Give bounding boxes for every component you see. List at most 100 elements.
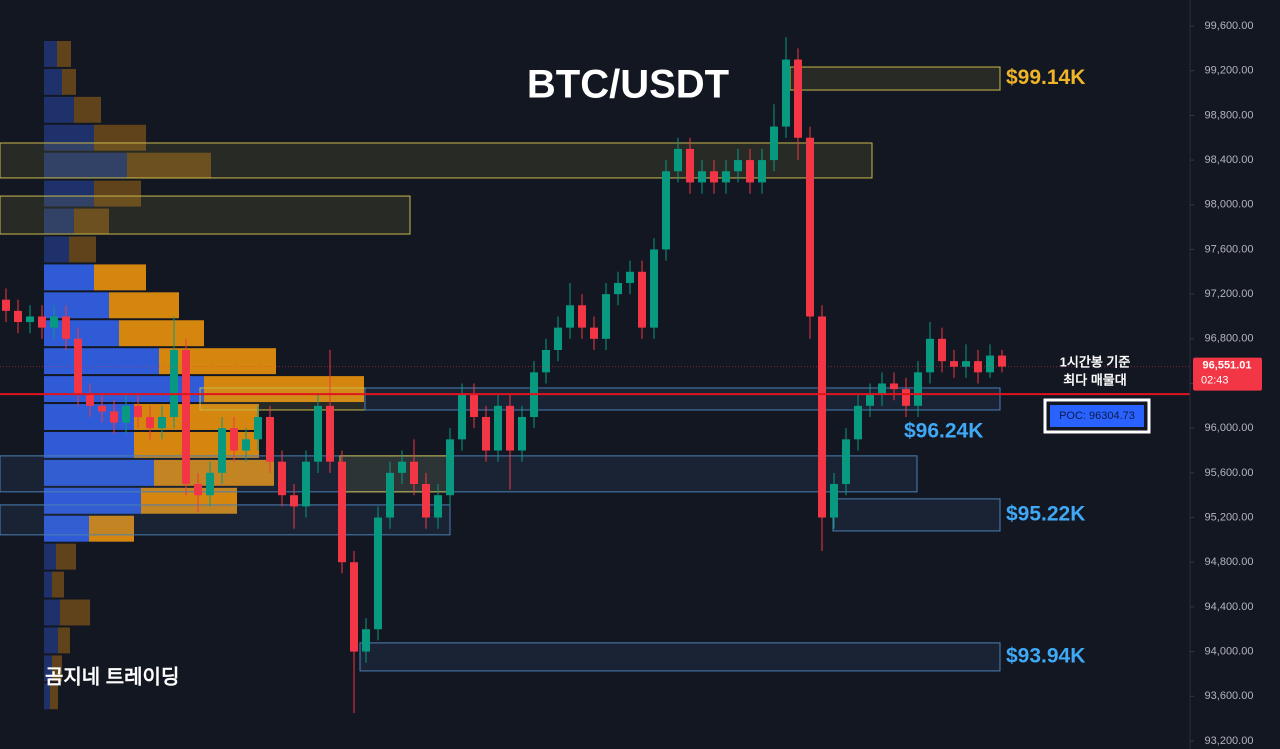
y-tick-label: 96,800.00 — [1205, 333, 1254, 345]
price-zone — [339, 455, 451, 493]
candle-body — [170, 349, 178, 418]
candle-body — [2, 299, 10, 311]
candle-body — [14, 310, 22, 323]
candle-body — [542, 349, 550, 373]
zone-label: $93.94K — [1006, 644, 1085, 667]
candle-body — [626, 271, 634, 283]
profile-sell — [60, 599, 90, 626]
candle-body — [734, 160, 742, 172]
candle-body — [962, 361, 970, 367]
candle-body — [458, 394, 466, 440]
candle-body — [566, 305, 574, 328]
candle-body — [338, 461, 346, 563]
candle-body — [866, 394, 874, 406]
profile-sell — [159, 348, 276, 375]
candle-body — [326, 405, 334, 462]
candle-body — [782, 59, 790, 127]
price-zone — [359, 642, 1001, 672]
price-zone — [0, 455, 918, 493]
candle-body — [830, 484, 838, 518]
profile-sell — [94, 124, 146, 151]
candle-body — [758, 160, 766, 183]
profile-buy — [44, 515, 89, 542]
poc-note: 최다 매물대 — [1063, 372, 1126, 387]
candle-body — [446, 439, 454, 496]
candle-body — [158, 417, 166, 429]
profile-sell — [52, 571, 64, 598]
price-tag — [1193, 357, 1262, 391]
y-tick-label: 98,800.00 — [1205, 109, 1254, 121]
candle-body — [410, 461, 418, 485]
y-tick-label: 97,200.00 — [1205, 288, 1254, 300]
candle-body — [926, 338, 934, 373]
profile-sell — [94, 180, 141, 207]
candle-body — [506, 405, 514, 451]
candle-body — [254, 417, 262, 440]
profile-buy — [44, 431, 134, 458]
profile-buy — [44, 96, 74, 123]
candle-body — [854, 405, 862, 440]
profile-sell — [58, 627, 70, 654]
profile-buy — [44, 348, 159, 375]
y-tick-label: 93,600.00 — [1205, 690, 1254, 702]
candle-body — [638, 271, 646, 328]
profile-sell — [57, 40, 71, 67]
candle-body — [614, 282, 622, 295]
candle-body — [98, 405, 106, 412]
candle-body — [470, 394, 478, 418]
candle-body — [386, 472, 394, 518]
profile-sell — [204, 376, 364, 403]
candle-body — [950, 361, 958, 367]
profile-buy — [44, 68, 62, 95]
y-tick-label: 98,000.00 — [1205, 199, 1254, 211]
profile-sell — [89, 515, 134, 542]
y-tick-label: 98,400.00 — [1205, 154, 1254, 166]
candle-body — [206, 472, 214, 496]
profile-sell — [62, 68, 76, 95]
profile-sell — [94, 264, 146, 291]
candle-body — [494, 405, 502, 451]
zone-label: $95.22K — [1006, 502, 1085, 525]
profile-buy — [44, 236, 69, 263]
candle-body — [398, 461, 406, 473]
profile-sell — [74, 208, 109, 235]
candle-body — [662, 171, 670, 250]
candle-body — [842, 439, 850, 485]
candle-body — [686, 148, 694, 183]
price-zone — [832, 498, 1001, 532]
candle-body — [818, 316, 826, 518]
candle-body — [902, 389, 910, 406]
profile-buy — [44, 208, 74, 235]
candle-body — [86, 394, 94, 406]
candle-body — [242, 439, 250, 451]
candle-body — [794, 59, 802, 138]
price-tag-label: 96,551.01 — [1203, 360, 1252, 372]
candle-body — [986, 355, 994, 373]
profile-sell — [119, 320, 204, 347]
profile-sell — [69, 236, 96, 263]
y-tick-label: 99,600.00 — [1205, 20, 1254, 32]
profile-buy — [44, 124, 94, 151]
candle-body — [650, 249, 658, 328]
poc-note: 1시간봉 기준 — [1060, 354, 1131, 369]
candle-body — [314, 405, 322, 462]
candle-body — [914, 372, 922, 406]
profile-sell — [52, 655, 62, 682]
profile-buy — [44, 376, 204, 403]
candle-body — [362, 629, 370, 652]
y-tick-label: 97,600.00 — [1205, 243, 1254, 255]
candle-body — [146, 417, 154, 429]
candle-body — [230, 428, 238, 451]
candle-body — [182, 349, 190, 485]
zone-label: $99.14K — [1006, 66, 1085, 89]
profile-buy — [44, 571, 52, 598]
watermark: 곰지네 트레이딩 — [45, 665, 179, 688]
profile-buy — [44, 40, 57, 67]
profile-sell — [127, 152, 211, 179]
candle-body — [122, 405, 130, 423]
candle-body — [374, 517, 382, 630]
profile-buy — [44, 683, 50, 710]
candle-body — [890, 383, 898, 390]
price-zone — [0, 504, 451, 536]
y-tick-label: 95,200.00 — [1205, 511, 1254, 523]
